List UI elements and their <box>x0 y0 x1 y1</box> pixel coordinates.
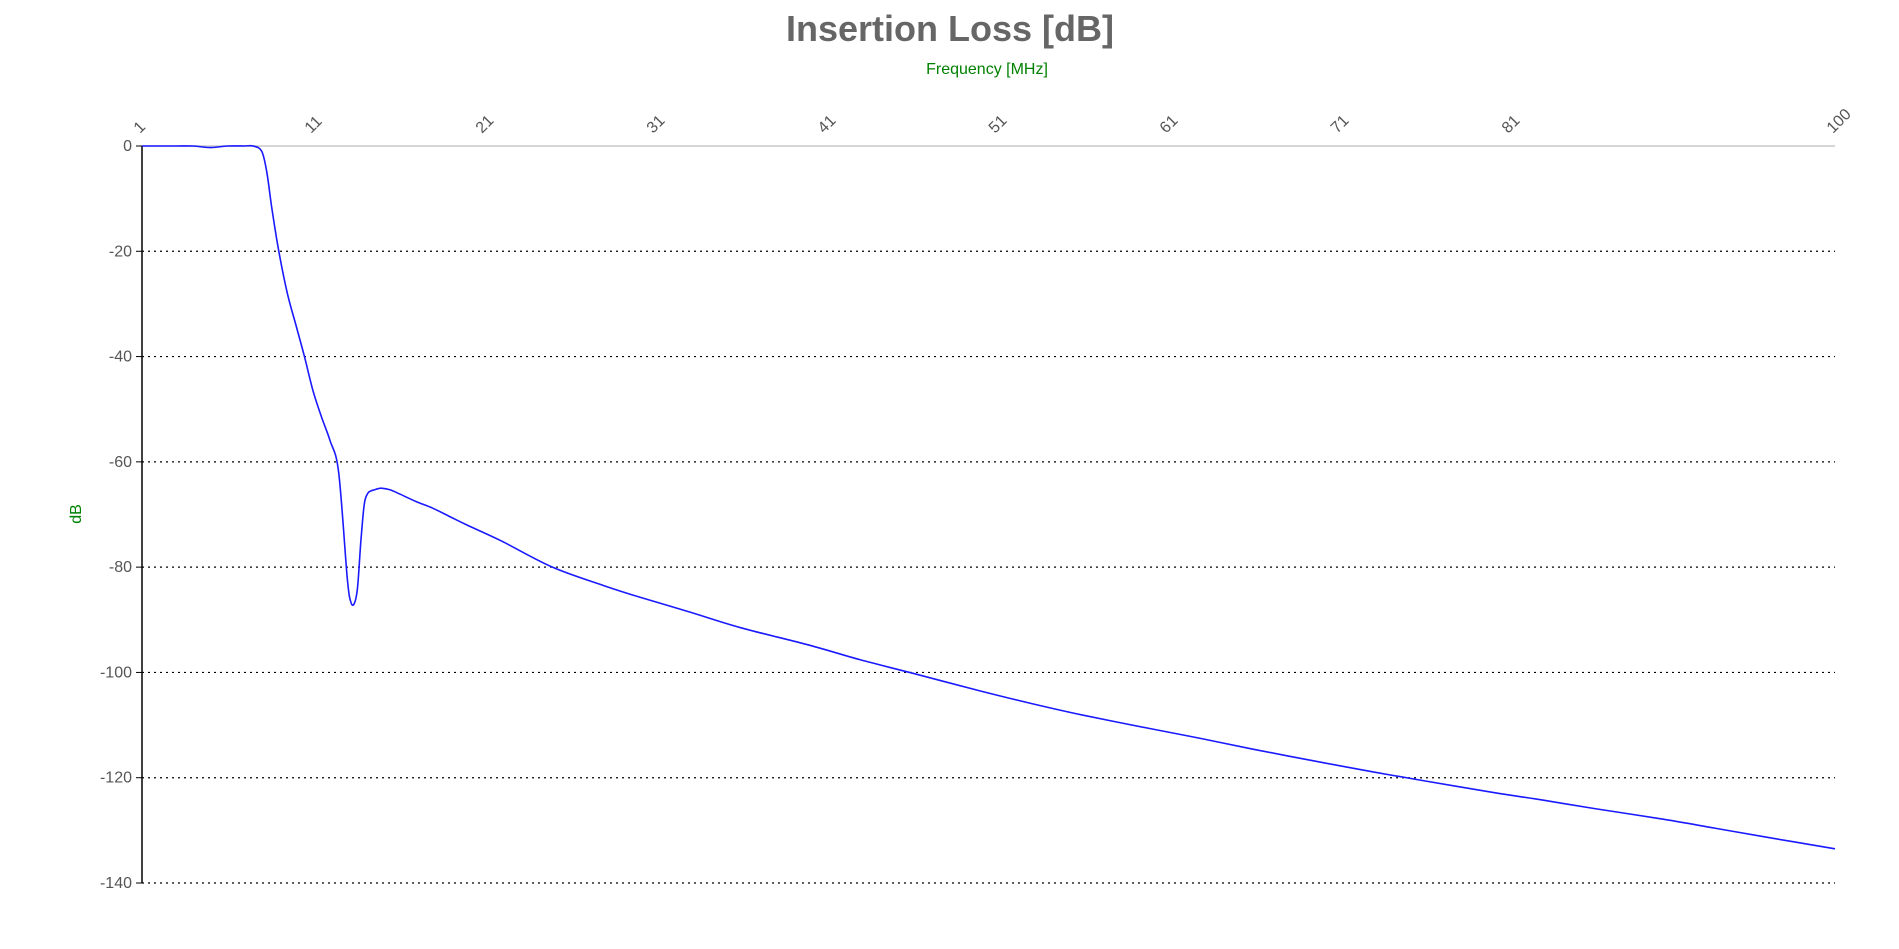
x-tick-label: 51 <box>986 112 1011 137</box>
x-tick-label: 61 <box>1157 112 1182 137</box>
x-tick-label: 11 <box>302 113 326 137</box>
y-tick-labels: 0 -20 -40 -60 -80 -100 -120 -140 <box>100 138 132 892</box>
x-tick-label: 81 <box>1499 112 1524 137</box>
y-tick-label: -140 <box>100 875 132 892</box>
x-tick-label: 71 <box>1328 112 1353 137</box>
grid-layer <box>142 145 1835 884</box>
y-tick-label: 0 <box>123 138 132 155</box>
series-line-insertion-loss <box>142 144 1836 850</box>
y-tick-label: -100 <box>100 664 132 681</box>
x-tick-label: 1 <box>131 118 149 136</box>
axis-layer <box>136 145 143 884</box>
y-tick-label: -20 <box>109 243 132 260</box>
y-tick-label: -120 <box>100 770 132 787</box>
x-tick-labels: 1 11 21 31 41 51 61 71 81 100 <box>131 106 1855 137</box>
x-tick-label: 31 <box>644 112 669 137</box>
x-tick-label: 100 <box>1824 106 1855 137</box>
y-tick-label: -80 <box>109 559 132 576</box>
y-tick-label: -60 <box>109 454 132 471</box>
series-layer <box>142 144 1836 850</box>
y-axis-title: dB <box>68 504 85 524</box>
x-tick-label: 41 <box>815 112 840 137</box>
x-tick-label: 21 <box>473 112 498 137</box>
chart-title: Insertion Loss [dB] <box>786 8 1114 49</box>
x-axis-title: Frequency [MHz] <box>926 61 1048 78</box>
y-tick-label: -40 <box>109 349 132 366</box>
